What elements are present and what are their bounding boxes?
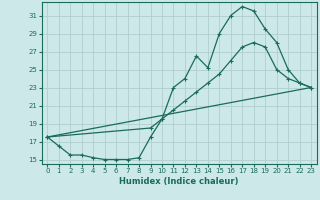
X-axis label: Humidex (Indice chaleur): Humidex (Indice chaleur): [119, 177, 239, 186]
